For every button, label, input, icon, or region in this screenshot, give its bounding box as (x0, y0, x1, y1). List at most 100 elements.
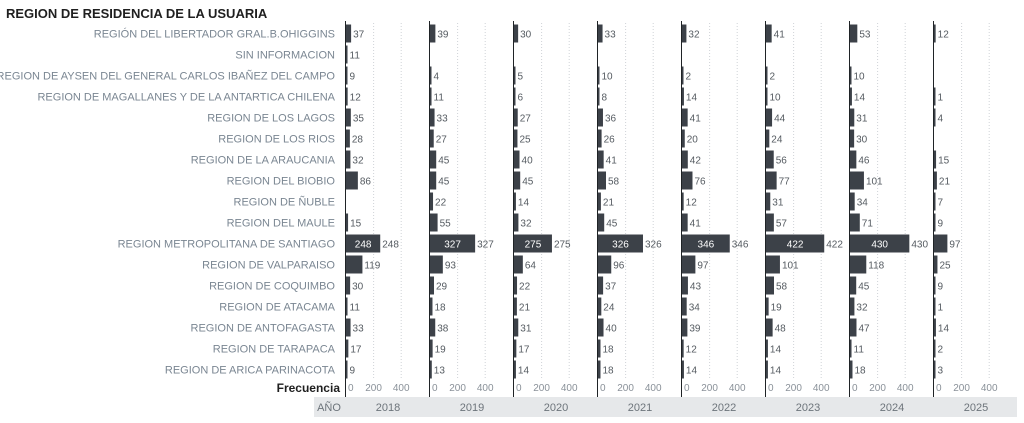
bar (850, 297, 855, 316)
data-label: 58 (776, 282, 788, 293)
data-label: 32 (856, 303, 868, 314)
data-label: 11 (350, 303, 361, 314)
bar (430, 360, 432, 379)
x-tick-label: 0 (516, 383, 522, 394)
x-tick-label: 0 (936, 383, 942, 394)
data-label: 6 (518, 93, 524, 104)
data-label: 19 (771, 303, 783, 314)
data-label: 21 (519, 303, 531, 314)
x-tick-label: 400 (981, 383, 998, 394)
bar (682, 129, 685, 148)
data-label: 45 (606, 219, 618, 230)
data-label: 12 (938, 30, 950, 41)
bar (934, 87, 936, 106)
bar (766, 24, 772, 43)
data-label: 5 (518, 72, 524, 83)
bar (682, 339, 684, 358)
bar (766, 318, 773, 337)
data-label: 10 (854, 72, 866, 83)
data-label: 40 (606, 324, 618, 335)
bar (346, 255, 363, 274)
data-label: 64 (525, 261, 537, 272)
data-label: 45 (438, 156, 450, 167)
data-label: 30 (856, 135, 868, 146)
x-tick-label: 0 (768, 383, 774, 394)
data-label: 25 (939, 261, 951, 272)
x-tick-label: 0 (600, 383, 606, 394)
data-label: 20 (687, 135, 699, 146)
data-label: 19 (435, 345, 447, 356)
bar (430, 150, 437, 169)
x-tick-label: 0 (684, 383, 690, 394)
data-label: 27 (520, 114, 532, 125)
data-label: 39 (689, 324, 701, 335)
category-label: REGION DE COQUIMBO (209, 281, 335, 293)
bar (850, 129, 855, 148)
bar (682, 171, 693, 190)
bar (850, 24, 858, 43)
bar (346, 234, 381, 253)
year-panel: 39 4 11 33 27 45 45 22 55 327 327 93 29 18 38 19 13 0 200 4… (429, 21, 494, 417)
bar (430, 129, 434, 148)
data-label: 33 (353, 324, 365, 335)
data-label: 346 (732, 240, 749, 251)
bar (430, 213, 438, 232)
category-label: REGION METROPOLITANA DE SANTIAGO (118, 239, 336, 251)
data-label: 21 (603, 198, 615, 209)
bar (598, 276, 604, 295)
bar (682, 192, 684, 211)
bar (346, 45, 348, 64)
data-label: 15 (938, 156, 950, 167)
data-label: 1 (938, 93, 944, 104)
year-label: 2018 (376, 402, 400, 414)
data-label: 93 (445, 261, 457, 272)
bar (934, 24, 936, 43)
bar (598, 87, 600, 106)
bar (346, 318, 351, 337)
year-labels: 2018 2019 2020 2021 2022 2023 2024 2025 (376, 402, 988, 414)
bar (430, 108, 435, 127)
data-label: 41 (774, 30, 786, 41)
bar (934, 360, 936, 379)
data-label: 430 (911, 240, 928, 251)
bar (934, 318, 936, 337)
x-tick-label: 0 (432, 383, 438, 394)
bar (766, 213, 774, 232)
bar (766, 234, 825, 253)
bar (682, 276, 688, 295)
bar (682, 108, 688, 127)
chart-title: REGION DE RESIDENCIA DE LA USUARIA (6, 6, 268, 21)
data-label: 2 (938, 345, 944, 356)
bar (430, 255, 443, 274)
bar (682, 150, 688, 169)
category-label: REGION DE ÑUBLE (234, 196, 335, 209)
bar (598, 24, 603, 43)
data-label-inside: 430 (871, 240, 888, 251)
bar (850, 192, 855, 211)
category-label: REGION DE LA ARAUCANIA (191, 155, 336, 167)
bar (682, 66, 684, 85)
data-label: 39 (437, 30, 449, 41)
bar (514, 192, 516, 211)
year-label: 2023 (796, 402, 820, 414)
data-label: 17 (350, 345, 362, 356)
data-label: 97 (949, 240, 961, 251)
data-label: 44 (774, 114, 786, 125)
category-label: REGION DE ANTOFAGASTA (191, 323, 336, 335)
year-label: 2022 (712, 402, 736, 414)
data-label: 34 (689, 303, 701, 314)
bar (430, 87, 432, 106)
data-label: 14 (686, 366, 698, 377)
data-label: 45 (522, 177, 534, 188)
bar (682, 360, 684, 379)
year-label: 2019 (460, 402, 484, 414)
category-label: REGIÓN DEL LIBERTADOR GRAL.B.OHIGGINS (94, 28, 335, 41)
data-label: 10 (602, 72, 614, 83)
data-label: 118 (868, 261, 884, 272)
data-label-inside: 422 (787, 240, 804, 251)
data-label: 76 (694, 177, 706, 188)
x-tick-label: 0 (348, 383, 354, 394)
bar (682, 213, 688, 232)
x-tick-label: 200 (533, 383, 550, 394)
bar (850, 276, 857, 295)
